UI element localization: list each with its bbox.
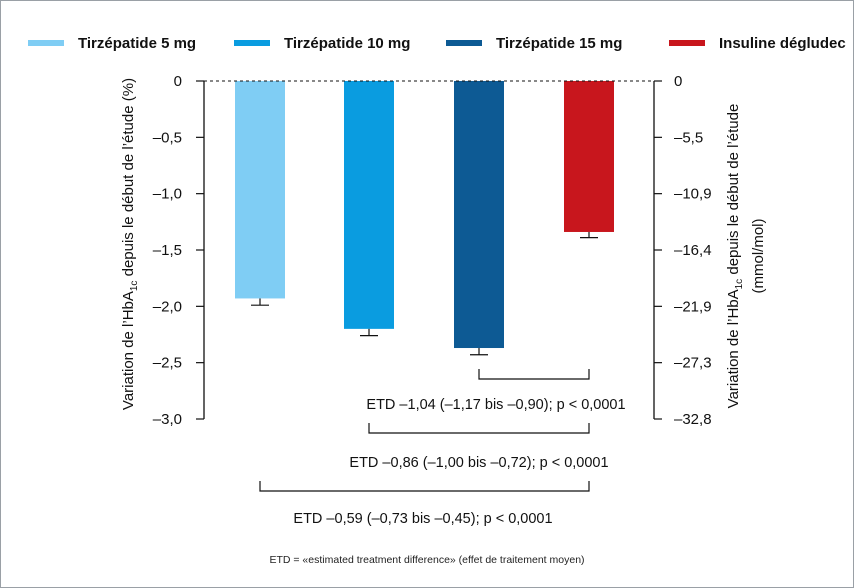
y-tick-label-left: –3,0	[153, 411, 182, 428]
legend-item-tirzepatide-10mg: Tirzépatide 10 mg	[234, 31, 410, 55]
legend-label: Tirzépatide 15 mg	[496, 34, 623, 52]
legend: Tirzépatide 5 mg Tirzépatide 10 mg Tirzé…	[1, 31, 853, 55]
bar-2	[344, 81, 394, 329]
legend-label: Insuline dégludec	[719, 34, 846, 52]
y-tick-label-right: –21,9	[674, 298, 712, 315]
legend-item-tirzepatide-15mg: Tirzépatide 15 mg	[446, 31, 622, 55]
comparison-bracket-3	[259, 481, 590, 492]
y-tick-label-left: –1,5	[153, 242, 182, 259]
y-tick-label-left: –2,0	[153, 298, 182, 315]
y-tick-label-right: 0	[674, 73, 682, 90]
y-axis-label-right: Variation de l’HbA1c depuis le début de …	[725, 103, 767, 409]
y-tick-label-right: –16,4	[674, 242, 712, 259]
comparison-bracket-1	[478, 369, 590, 380]
legend-swatch	[669, 40, 705, 46]
y-tick-label-right: –32,8	[674, 411, 712, 428]
legend-swatch	[446, 40, 482, 46]
legend-item-insuline-degludec: Insuline dégludec	[669, 31, 846, 55]
comparison-label-2: ETD –0,86 (–1,00 bis –0,72); p < 0,0001	[349, 455, 608, 471]
legend-label: Tirzépatide 5 mg	[78, 34, 197, 52]
bar-3	[454, 81, 504, 349]
bar-4	[564, 81, 614, 232]
y-tick-label-left: –0,5	[153, 129, 182, 146]
y-tick-label-right: –27,3	[674, 355, 712, 372]
legend-swatch	[234, 40, 270, 46]
y-tick-label-right: –10,9	[674, 186, 712, 203]
y-tick-label-left: 0	[174, 73, 182, 90]
y-tick-label-right: –5,5	[674, 129, 703, 146]
bar-1	[235, 81, 285, 299]
footnote: ETD = «estimated treatment difference» (…	[269, 554, 585, 566]
y-axis-label-left: Variation de l’HbA1c depuis le début de …	[120, 77, 140, 411]
legend-label: Tirzépatide 10 mg	[284, 34, 411, 52]
comparison-label-3: ETD –0,59 (–0,73 bis –0,45); p < 0,0001	[293, 511, 552, 527]
y-tick-label-left: –2,5	[153, 355, 182, 372]
legend-swatch	[28, 40, 64, 46]
comparison-label-1: ETD –1,04 (–1,17 bis –0,90); p < 0,0001	[366, 397, 625, 413]
legend-item-tirzepatide-5mg: Tirzépatide 5 mg	[28, 31, 196, 55]
y-tick-label-left: –1,0	[153, 186, 182, 203]
comparison-bracket-2	[368, 423, 590, 434]
